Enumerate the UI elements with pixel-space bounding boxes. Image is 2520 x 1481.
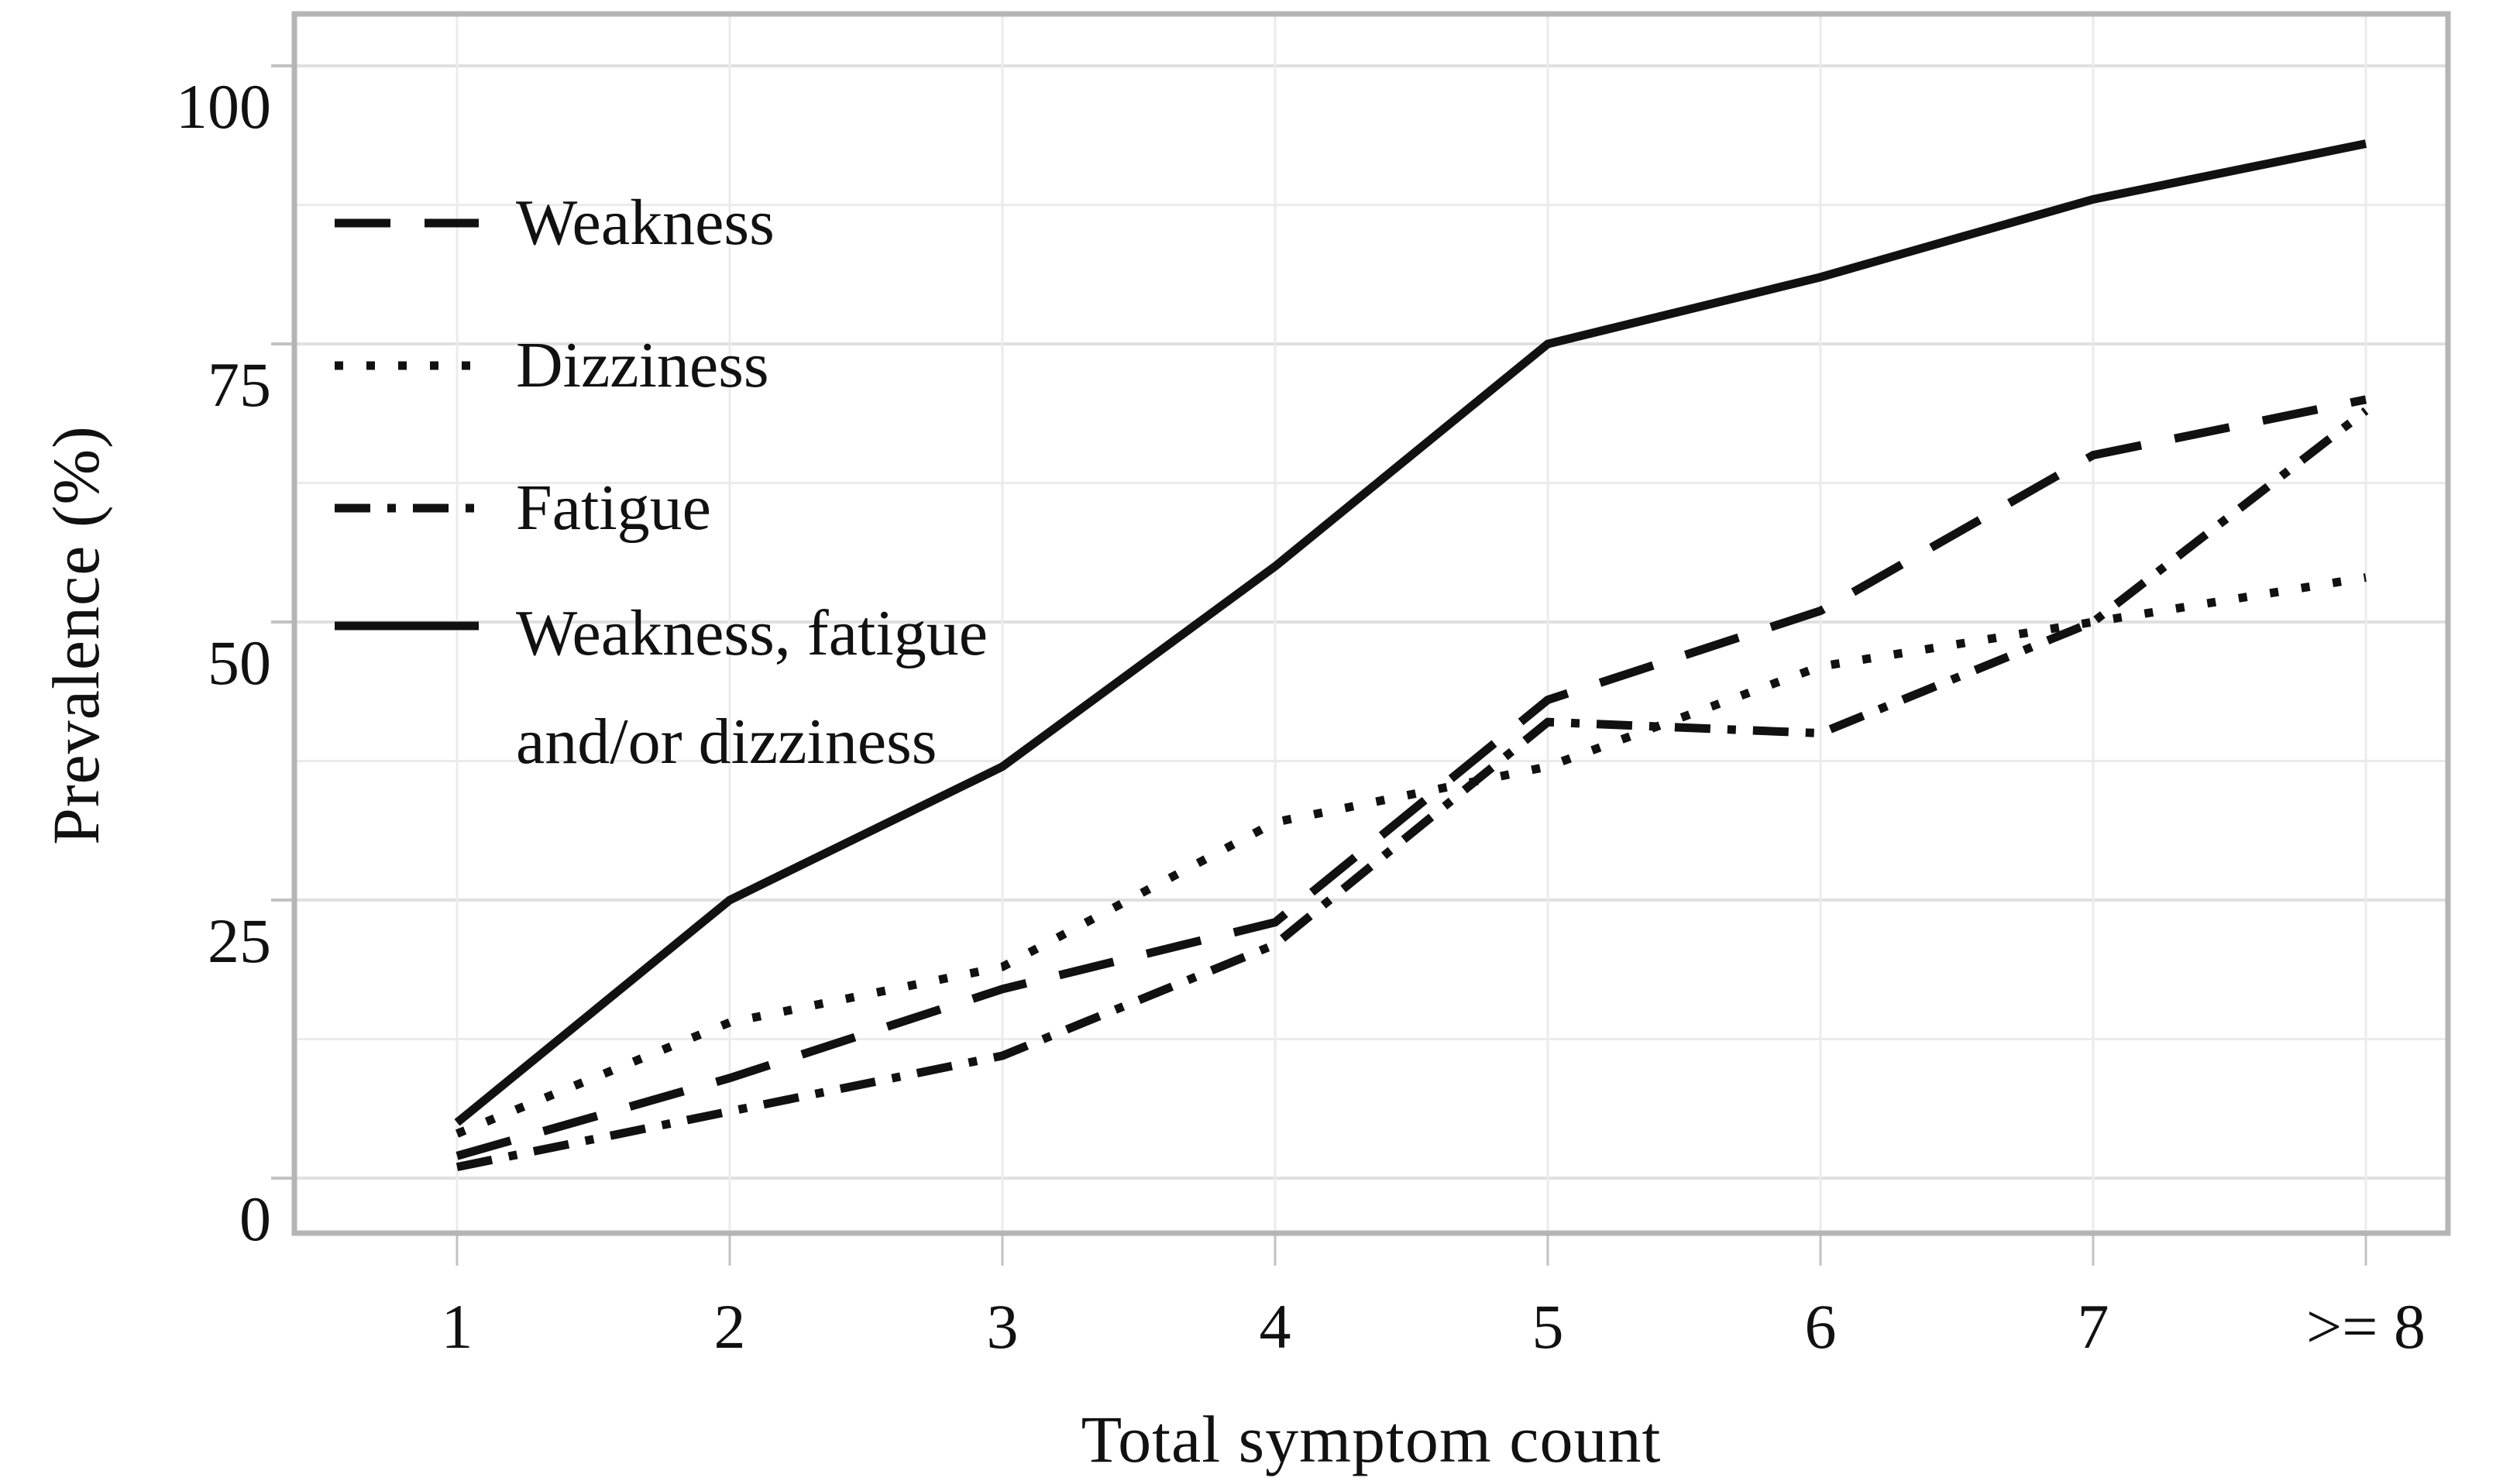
x-tick-label: 6	[1804, 1291, 1837, 1362]
x-tick-label: >= 8	[2306, 1291, 2425, 1362]
x-tick-label: 7	[2077, 1291, 2109, 1362]
x-axis-title: Total symptom count	[1081, 1402, 1662, 1476]
series-line-weakness-fatigue-and-or-dizziness	[454, 139, 2367, 1126]
x-tick-label: 3	[986, 1291, 1019, 1362]
legend-item: Weakness	[335, 152, 988, 294]
plot-border	[291, 11, 2451, 1236]
legend-swatch-dashed-line	[335, 218, 479, 228]
x-tick-label: 4	[1259, 1291, 1291, 1362]
y-tick-label: 50	[208, 627, 271, 698]
series-line-weakness	[456, 395, 2367, 1160]
x-tick-label: 5	[1532, 1291, 1564, 1362]
y-tick-label: 75	[208, 349, 271, 420]
legend-label: Weakness, fatigue and/or dizziness	[516, 597, 988, 778]
legend-swatch-dashdot-line	[335, 503, 479, 513]
legend-swatch-dotted-line	[335, 361, 479, 370]
legend-label: Dizziness	[516, 329, 769, 401]
legend-item: Dizziness	[335, 294, 988, 437]
legend-label: Weakness	[516, 187, 775, 259]
y-tick-label: 25	[208, 905, 271, 976]
legend-label: Fatigue	[516, 472, 711, 544]
series-line-fatigue	[456, 407, 2369, 1171]
legend-item: Fatigue	[335, 437, 988, 579]
legend-swatch-solid-line	[335, 621, 479, 631]
series-line-dizziness	[455, 573, 2367, 1138]
y-tick-label: 0	[239, 1184, 271, 1254]
x-tick-label: 1	[441, 1291, 473, 1362]
legend: Weakness Dizziness Fatigue Weakness, fatigu…	[335, 152, 988, 835]
x-tick-label: 2	[713, 1291, 746, 1362]
y-tick-label: 100	[176, 71, 271, 142]
legend-item: Weakness, fatigue and/or dizziness	[335, 579, 988, 835]
